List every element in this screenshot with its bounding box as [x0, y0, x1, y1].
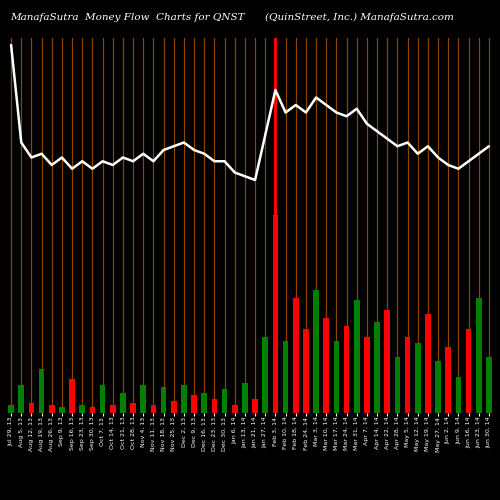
Bar [364, 338, 370, 412]
Bar [262, 338, 268, 412]
Bar [212, 398, 217, 412]
Bar [171, 400, 176, 412]
Bar [192, 394, 197, 412]
Bar [405, 338, 410, 412]
Bar [415, 344, 420, 412]
Bar [150, 404, 156, 412]
Bar [39, 369, 44, 412]
Bar [283, 342, 288, 412]
Bar [252, 398, 258, 412]
Bar [8, 404, 14, 412]
Bar [334, 342, 339, 412]
Bar [80, 404, 85, 412]
Bar [110, 404, 116, 412]
Bar [202, 392, 207, 412]
Bar [49, 404, 54, 412]
Bar [222, 389, 228, 412]
Bar [466, 330, 471, 412]
Bar [476, 298, 482, 412]
Bar [394, 357, 400, 412]
Bar [28, 402, 34, 412]
Bar [59, 406, 64, 412]
Bar [344, 326, 350, 412]
Bar [314, 290, 319, 412]
Bar [456, 377, 461, 412]
Bar [232, 404, 237, 412]
Bar [293, 298, 298, 412]
Bar [130, 402, 136, 412]
Bar [70, 379, 75, 412]
Bar [120, 392, 126, 412]
Bar [436, 361, 441, 412]
Text: (QuinStreet, Inc.) ManafaSutra.com: (QuinStreet, Inc.) ManafaSutra.com [265, 12, 454, 22]
Bar [425, 314, 430, 412]
Bar [486, 357, 492, 412]
Bar [90, 406, 95, 412]
Bar [446, 347, 451, 412]
Bar [18, 385, 24, 412]
Bar [324, 318, 329, 412]
Bar [384, 310, 390, 412]
Bar [303, 330, 308, 412]
Bar [100, 385, 105, 412]
Bar [161, 387, 166, 412]
Bar [374, 322, 380, 412]
Text: ManafaSutra  Money Flow  Charts for QNST: ManafaSutra Money Flow Charts for QNST [10, 12, 244, 22]
Bar [242, 383, 248, 412]
Bar [181, 385, 186, 412]
Bar [272, 215, 278, 412]
Bar [354, 300, 360, 412]
Bar [140, 385, 146, 412]
